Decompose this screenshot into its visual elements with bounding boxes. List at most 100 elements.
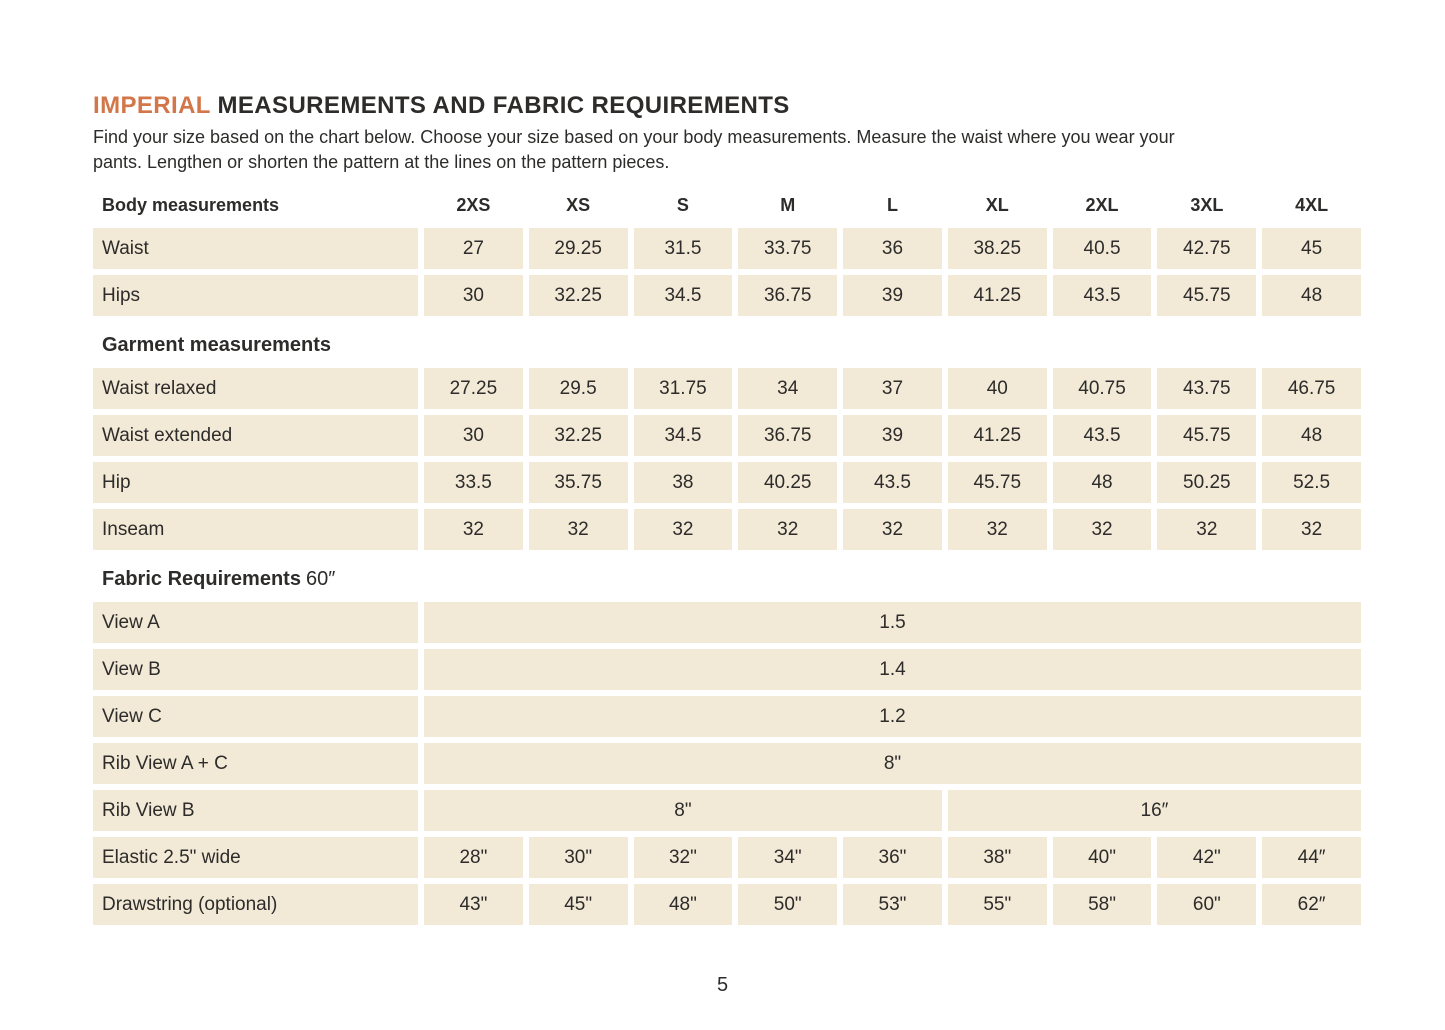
size-header-row: Body measurements 2XS XS S M L XL 2XL 3XL 4XL	[93, 188, 1361, 222]
cell-value: 43.75	[1157, 368, 1257, 409]
table-row: Rib View B 8" 16″	[93, 790, 1361, 831]
size-column-header: 4XL	[1295, 194, 1329, 215]
cell-value: 42"	[1157, 837, 1257, 878]
cell-value: 32	[843, 509, 942, 550]
page-number: 5	[716, 974, 729, 996]
table-row: Hips 30 32.25 34.5 36.75 39 41.25 43.5 45.75 48	[93, 275, 1361, 316]
cell-value: 38.25	[947, 228, 1047, 269]
cell-value: 32	[947, 509, 1047, 550]
size-column-header: XL	[985, 194, 1009, 215]
cell-value: 36	[843, 228, 942, 269]
cell-value: 55"	[947, 884, 1047, 925]
cell-value: 42.75	[1157, 228, 1257, 269]
cell-value: 32.25	[528, 415, 628, 456]
row-label: Hips	[93, 275, 418, 316]
cell-value: 32	[738, 509, 838, 550]
cell-value: 32	[1052, 509, 1152, 550]
cell-value: 39	[843, 275, 942, 316]
cell-value: 40"	[1052, 837, 1152, 878]
row-label: View B	[93, 649, 418, 690]
section-label: Garment measurements	[102, 334, 331, 356]
intro-line-1: Find your size based on the chart below.…	[93, 127, 1175, 147]
cell-value-spanning: 1.4	[424, 649, 1361, 690]
intro-text: Find your size based on the chart below.…	[93, 125, 1361, 175]
cell-value: 40	[947, 368, 1047, 409]
cell-value: 33.75	[738, 228, 838, 269]
cell-value: 48	[1052, 462, 1152, 503]
cell-value-spanning: 8"	[424, 790, 942, 831]
cell-value: 48"	[633, 884, 733, 925]
table-row: Waist relaxed 27.25 29.5 31.75 34 37 40 40.75 43…	[93, 368, 1361, 409]
table-row: Elastic 2.5" wide 28" 30" 32" 34" 36" 38" 40" 42…	[93, 837, 1361, 878]
section-suffix: 60″	[305, 568, 336, 590]
page-title-rest: MEASUREMENTS AND FABRIC REQUIREMENTS	[210, 92, 790, 119]
cell-value: 32	[633, 509, 733, 550]
cell-value: 41.25	[947, 415, 1047, 456]
cell-value: 31.75	[633, 368, 733, 409]
cell-value: 48	[1262, 275, 1361, 316]
table-row: View A 1.5	[93, 602, 1361, 643]
table-row: View B 1.4	[93, 649, 1361, 690]
cell-value: 45	[1262, 228, 1361, 269]
cell-value: 46.75	[1262, 368, 1361, 409]
table-row: Rib View A + C 8"	[93, 743, 1361, 784]
section-title: Garment measurements	[93, 322, 1361, 362]
cell-value: 29.25	[528, 228, 628, 269]
table-row: Inseam 32 32 32 32 32 32 32 32 32	[93, 509, 1361, 550]
page-content: IMPERIAL MEASUREMENTS AND FABRIC REQUIRE…	[93, 92, 1361, 925]
size-column-header: 3XL	[1190, 194, 1224, 215]
size-column-header: 2XS	[456, 194, 491, 215]
cell-value: 36.75	[738, 275, 838, 316]
row-label: View A	[93, 602, 418, 643]
cell-value: 30	[424, 415, 523, 456]
cell-value: 43.5	[1052, 275, 1152, 316]
cell-value: 32	[528, 509, 628, 550]
cell-value: 43.5	[843, 462, 942, 503]
cell-value: 39	[843, 415, 942, 456]
measurements-table: Body measurements 2XS XS S M L XL 2XL 3XL 4XL Wais…	[93, 188, 1361, 925]
cell-value: 45.75	[1157, 415, 1257, 456]
size-column-header: XS	[566, 194, 591, 215]
cell-value: 43.5	[1052, 415, 1152, 456]
cell-value: 38	[633, 462, 733, 503]
cell-value: 45.75	[947, 462, 1047, 503]
table-row: Drawstring (optional) 43" 45" 48" 50" 53" 55" 5…	[93, 884, 1361, 925]
cell-value-spanning: 1.5	[424, 602, 1361, 643]
cell-value: 34.5	[633, 415, 733, 456]
row-label: View C	[93, 696, 418, 737]
cell-value: 31.5	[633, 228, 733, 269]
page-title-highlight: IMPERIAL	[93, 92, 211, 119]
cell-value: 44″	[1262, 837, 1361, 878]
size-column-header: M	[780, 194, 796, 215]
cell-value: 30	[424, 275, 523, 316]
row-label: Drawstring (optional)	[93, 884, 418, 925]
cell-value: 32.25	[528, 275, 628, 316]
cell-value: 27.25	[424, 368, 523, 409]
cell-value-spanning: 16″	[947, 790, 1361, 831]
cell-value: 34.5	[633, 275, 733, 316]
table-row: Waist extended 30 32.25 34.5 36.75 39 41.25 43.…	[93, 415, 1361, 456]
intro-line-2: pants. Lengthen or shorten the pattern a…	[93, 152, 670, 172]
cell-value: 37	[843, 368, 942, 409]
cell-value: 34"	[738, 837, 838, 878]
cell-value: 45.75	[1157, 275, 1257, 316]
cell-value: 40.25	[738, 462, 838, 503]
cell-value: 45"	[528, 884, 628, 925]
row-label: Rib View A + C	[93, 743, 418, 784]
row-label: Waist relaxed	[93, 368, 418, 409]
cell-value: 29.5	[528, 368, 628, 409]
section-title: Fabric Requirements 60″	[93, 556, 1361, 596]
size-column-header: S	[676, 194, 689, 215]
cell-value: 34	[738, 368, 838, 409]
table-row: Hip 33.5 35.75 38 40.25 43.5 45.75 48 50.25 52.5	[93, 462, 1361, 503]
cell-value-spanning: 1.2	[424, 696, 1361, 737]
cell-value: 40.75	[1052, 368, 1152, 409]
size-column-header: L	[886, 194, 898, 215]
cell-value: 32	[1262, 509, 1361, 550]
cell-value: 40.5	[1052, 228, 1152, 269]
cell-value: 41.25	[947, 275, 1047, 316]
cell-value: 48	[1262, 415, 1361, 456]
section-header-row: Garment measurements	[93, 322, 1361, 362]
cell-value: 36"	[843, 837, 942, 878]
